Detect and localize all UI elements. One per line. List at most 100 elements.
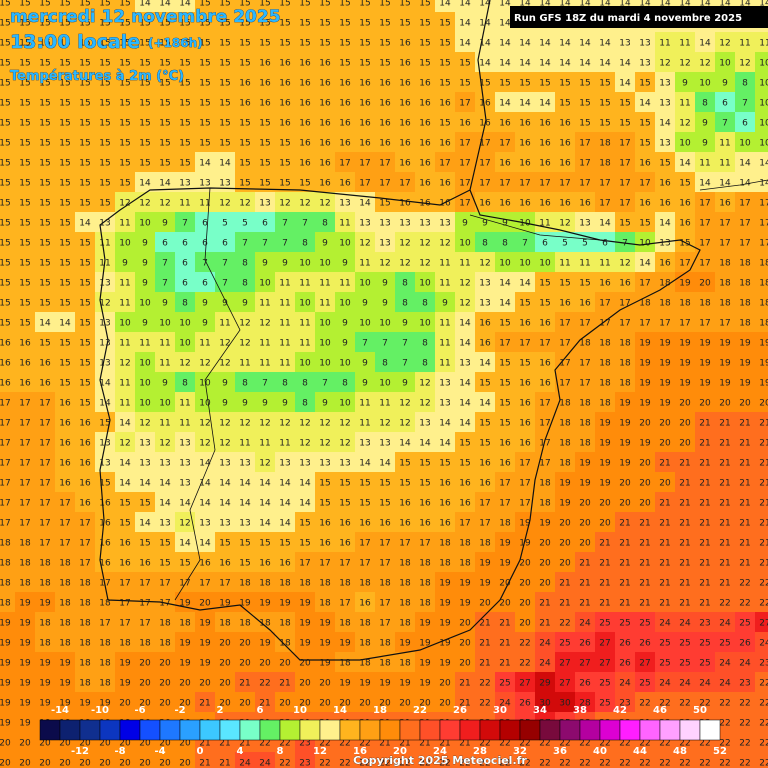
temperature-value: 16 [359, 599, 371, 609]
temperature-value: 18 [339, 579, 351, 589]
temperature-value: 18 [599, 139, 611, 149]
temperature-value: 7 [262, 239, 268, 249]
temperature-cell [695, 172, 715, 192]
temperature-value: 17 [0, 479, 11, 489]
temperature-value: 21 [579, 579, 590, 589]
temperature-cell [675, 172, 695, 192]
temperature-cell [435, 112, 455, 132]
temperature-value: 20 [319, 679, 331, 689]
temperature-value: 19 [659, 379, 671, 389]
temperature-value: 20 [159, 659, 171, 669]
temperature-value: 16 [279, 59, 291, 69]
temperature-value: 18 [99, 639, 111, 649]
temperature-value: 20 [39, 759, 51, 768]
temperature-value: 11 [159, 359, 170, 369]
temperature-value: 10 [139, 359, 151, 369]
temperature-value: 15 [59, 159, 70, 169]
temperature-value: 20 [99, 759, 111, 768]
temperature-value: 18 [99, 659, 111, 669]
temperature-value: 12 [299, 419, 310, 429]
temperature-value: 13 [379, 239, 390, 249]
temperature-value: 21 [699, 519, 710, 529]
temperature-value: 20 [599, 499, 611, 509]
temperature-value: 20 [539, 579, 551, 589]
temperature-value: 16 [99, 499, 111, 509]
temperature-cell [515, 212, 535, 232]
temperature-value: 9 [142, 279, 148, 289]
temperature-value: 25 [699, 659, 710, 669]
temperature-value: 17 [39, 499, 50, 509]
temperature-value: 21 [679, 459, 690, 469]
temperature-cell [675, 32, 695, 52]
temperature-value: 10 [299, 259, 311, 269]
temperature-cell [675, 112, 695, 132]
temperature-value: 15 [179, 59, 190, 69]
legend-label: -2 [174, 705, 185, 716]
temperature-cell [555, 172, 575, 192]
temperature-value: 16 [439, 479, 451, 489]
temperature-value: 9 [322, 399, 328, 409]
temperature-value: 19 [19, 639, 31, 649]
temperature-value: 15 [79, 319, 90, 329]
temperature-value: 19 [0, 659, 11, 669]
temperature-value: 16 [519, 159, 531, 169]
temperature-value: 13 [339, 199, 350, 209]
temperature-value: 17 [679, 319, 690, 329]
temperature-value: 17 [639, 319, 650, 329]
temperature-value: 21 [699, 419, 710, 429]
temperature-value: 15 [79, 299, 90, 309]
temperature-value: 12 [339, 419, 350, 429]
temperature-value: 18 [379, 659, 391, 669]
temperature-value: 15 [79, 339, 90, 349]
temperature-value: 18 [619, 379, 631, 389]
temperature-value: 18 [759, 279, 768, 289]
temperature-value: 17 [699, 219, 710, 229]
temperature-value: 15 [539, 279, 550, 289]
temperature-value: 17 [699, 239, 710, 249]
temperature-cell [195, 72, 215, 92]
temperature-value: 19 [619, 399, 631, 409]
temperature-cell [375, 172, 395, 192]
temperature-value: 14 [219, 499, 231, 509]
legend-swatch [239, 719, 261, 741]
temperature-value: 18 [19, 539, 31, 549]
temperature-value: 17 [419, 539, 430, 549]
temperature-value: 15 [359, 19, 370, 29]
temperature-value: 21 [559, 579, 570, 589]
temperature-value: 11 [259, 299, 270, 309]
temperature-cell [735, 132, 755, 152]
temperature-value: 16 [679, 219, 691, 229]
temperature-value: 21 [619, 519, 630, 529]
temperature-value: 16 [619, 279, 631, 289]
temperature-cell [155, 92, 175, 112]
temperature-value: 15 [639, 119, 650, 129]
temperature-value: 7 [402, 359, 408, 369]
temperature-value: 19 [0, 679, 11, 689]
temperature-cell [615, 152, 635, 172]
temperature-cell [755, 152, 768, 172]
temperature-value: 16 [399, 39, 411, 49]
temperature-value: 18 [319, 579, 331, 589]
temperature-value: 10 [299, 299, 311, 309]
temperature-value: 17 [39, 539, 50, 549]
temperature-value: 15 [139, 99, 150, 109]
temperature-value: 15 [159, 539, 170, 549]
temperature-value: 21 [759, 439, 768, 449]
temperature-value: 20 [79, 759, 91, 768]
temperature-cell [75, 232, 95, 252]
temperature-value: 15 [439, 19, 450, 29]
temperature-value: 20 [259, 659, 271, 669]
temperature-value: 18 [0, 599, 11, 609]
temperature-value: 19 [619, 419, 631, 429]
temperature-cell [715, 152, 735, 172]
temperature-value: 20 [739, 399, 751, 409]
temperature-value: 9 [162, 299, 168, 309]
temperature-value: 21 [739, 539, 750, 549]
temperature-value: 9 [162, 379, 168, 389]
temperature-value: 24 [719, 679, 731, 689]
temperature-value: 24 [679, 619, 691, 629]
temperature-value: 13 [659, 99, 670, 109]
temperature-value: 22 [759, 719, 768, 729]
temperature-value: 19 [739, 359, 751, 369]
temperature-value: 16 [479, 479, 491, 489]
